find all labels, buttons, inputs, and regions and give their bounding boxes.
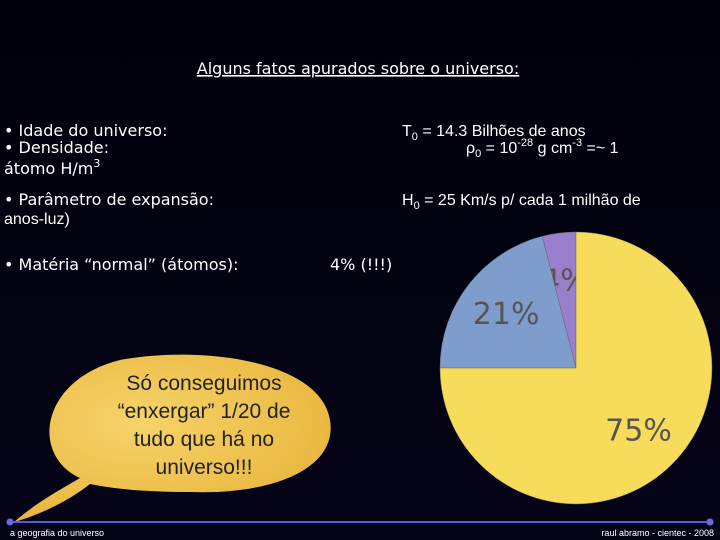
- fact-label: átomo H/m3: [4, 157, 100, 178]
- bubble-text: Só conseguimos: [126, 372, 281, 395]
- text-part: g cm: [533, 140, 572, 157]
- text-part: = 25 Km/s p/ cada 1 milhão de: [420, 192, 641, 209]
- text-part: =~ 1: [582, 140, 619, 157]
- fact-value: anos-luz): [4, 211, 70, 228]
- rule-dot: [6, 518, 14, 526]
- text-part: ρ: [466, 140, 475, 157]
- fact-value: T0 = 14.3 Bilhões de anos: [402, 123, 586, 143]
- pie-slice: [439, 235, 577, 369]
- slide-title: Alguns fatos apurados sobre o universo:: [197, 59, 519, 78]
- subscript: 0: [414, 200, 420, 212]
- fact-label: • Matéria “normal” (átomos):: [4, 255, 238, 274]
- slice-label: 75%: [605, 414, 672, 449]
- superscript: 3: [93, 157, 100, 170]
- text-part: = 10: [481, 140, 517, 157]
- text-part: = 14.3 Bilhões de anos: [418, 123, 586, 140]
- superscript: -28: [517, 137, 533, 149]
- superscript: -3: [572, 137, 582, 149]
- fact-value: ρ0 = 10-28 g cm-3 =~ 1: [466, 137, 619, 160]
- text-part: T: [402, 123, 412, 140]
- footer-right: raul abramo - cientec - 2008: [601, 528, 714, 538]
- fact-label: • Densidade:: [4, 138, 109, 157]
- fact-value: 4% (!!!): [330, 255, 392, 274]
- subscript: 0: [475, 148, 481, 160]
- text-part: H: [402, 192, 414, 209]
- bubble-text: universo!!!: [156, 456, 253, 479]
- subscript: 0: [412, 131, 418, 143]
- slice-label: 21%: [473, 297, 540, 332]
- fact-value: H0 = 25 Km/s p/ cada 1 milhão de: [402, 192, 641, 212]
- fact-label: • Parâmetro de expansão:: [4, 190, 214, 209]
- footer-left: a geografia do universo: [10, 528, 104, 538]
- speech-bubble: [14, 354, 331, 522]
- fact-label: • Idade do universo:: [4, 121, 167, 140]
- pie-chart: 4%21%75%: [439, 231, 713, 505]
- bubble-text: “enxergar” 1/20 de: [118, 400, 291, 423]
- text-part: átomo H/m: [4, 159, 93, 178]
- rule-dot: [706, 518, 714, 526]
- bubble-text: tudo que há no: [134, 428, 274, 451]
- pie-slice: [439, 231, 713, 505]
